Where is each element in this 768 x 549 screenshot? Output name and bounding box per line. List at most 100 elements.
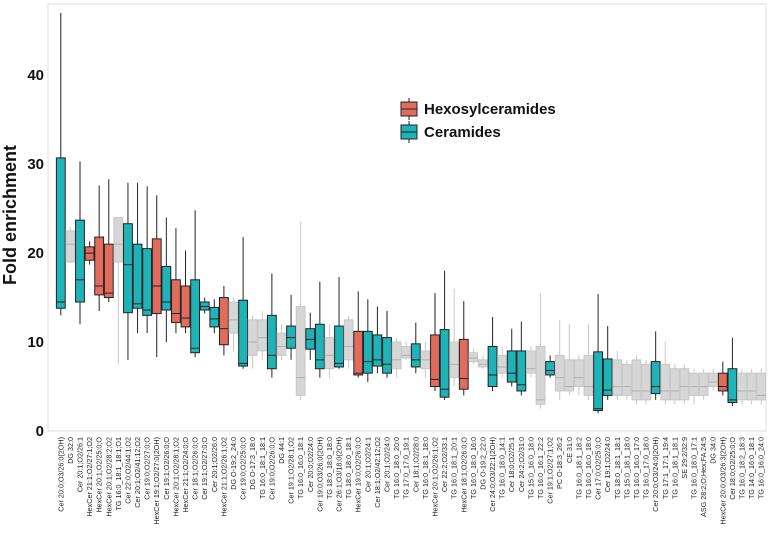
box-iqr — [535, 345, 546, 405]
box-iqr — [737, 372, 747, 401]
y-tick-label: 30 — [27, 156, 44, 173]
x-tick-label: HexCer 20:1;O2/28:1;O2 — [171, 437, 180, 517]
x-tick-label: HexCer 20:0;O3/26:3(2OH) — [718, 437, 727, 525]
x-tick-label: DG 32:0 — [66, 437, 75, 464]
x-tick-label: Cer 26:1;O3/18:0(2OH) — [335, 437, 344, 512]
legend-item-ceramides[interactable]: Ceramides — [400, 121, 501, 143]
box-iqr — [151, 238, 162, 315]
y-tick-label: 40 — [27, 67, 44, 84]
x-tick-label: Cer 24:0;O3/22:1(2OH) — [488, 437, 497, 512]
box-other — [478, 355, 488, 369]
box-iqr — [545, 361, 556, 376]
box-cer — [75, 161, 85, 325]
box-cer — [439, 270, 450, 400]
box-other — [324, 324, 335, 378]
y-axis-label: Fold enrichment — [0, 145, 20, 285]
box-cer — [55, 12, 66, 316]
x-tick-label: TG 16:0_18:2_18:3 — [738, 437, 747, 499]
x-tick-label: TG 16:0_18:1_18:1 — [258, 437, 267, 499]
box-hex — [103, 179, 114, 303]
x-tick-label: TG 18:0_18:1_18:1 — [613, 437, 622, 499]
x-tick-label: TG 15:0_16:0_18:0 — [526, 437, 535, 499]
box-iqr — [218, 297, 229, 346]
x-tick-label: TG 14:0_16:0_18:1 — [747, 437, 756, 499]
box-cer — [516, 321, 527, 396]
box-iqr — [391, 341, 402, 370]
box-iqr — [190, 279, 201, 354]
box-iqr — [679, 368, 690, 401]
box-iqr — [132, 243, 143, 309]
box-iqr — [228, 301, 239, 334]
box-cer — [602, 326, 613, 400]
x-tick-label: HexCer 19:0;O2/26:0;O — [354, 437, 363, 513]
box-iqr — [430, 334, 440, 388]
box-cer — [190, 210, 201, 358]
box-cer — [199, 297, 210, 314]
x-tick-label: TG 16:0_18:1_18:0 — [421, 437, 430, 499]
x-tick-label: Cer 20:1;O2/26:0 — [210, 437, 219, 492]
box-cer — [161, 217, 172, 343]
box-iqr — [362, 330, 373, 374]
legend[interactable]: Hexosylceramides Ceramides — [400, 98, 556, 143]
x-tick-label: HexCer 20:1;O2/26:1;O2 — [430, 437, 439, 517]
box-iqr — [506, 350, 517, 383]
box-iqr — [602, 358, 613, 396]
box-other — [679, 364, 690, 405]
box-other — [228, 297, 239, 351]
x-tick-label: TG 16:0_18:1_18:1;O1 — [114, 437, 123, 511]
box-iqr — [756, 372, 767, 401]
box-other — [497, 346, 508, 378]
box-cer — [209, 299, 220, 334]
x-tick-label: Cer 20:1;O2/24:0 — [383, 437, 392, 492]
x-tick-label: TG 16:0_18:1_20:1 — [450, 437, 459, 499]
box-iqr — [103, 243, 114, 299]
box-other — [631, 355, 642, 405]
box-iqr — [180, 285, 191, 328]
box-other — [468, 348, 479, 365]
box-hex — [458, 301, 469, 396]
box-cer — [286, 294, 296, 360]
x-tick-label: HexCer 18:1;O2/26:0;O — [459, 437, 468, 513]
box-iqr — [55, 157, 66, 309]
box-cer — [506, 328, 517, 387]
box-other — [535, 293, 546, 409]
box-series — [55, 12, 767, 414]
legend-item-hexosylceramides[interactable]: Hexosylceramides — [400, 98, 556, 120]
box-iqr — [142, 248, 153, 316]
box-cer — [487, 317, 498, 391]
box-other — [573, 355, 584, 396]
x-tick-label: Cer 22:0;O2/44:1;O2 — [123, 437, 132, 504]
box-iqr — [468, 352, 479, 363]
x-tick-label: TG 16:0_18:1_18:1 — [670, 437, 679, 499]
box-other — [746, 368, 757, 405]
box-hex — [353, 291, 364, 378]
x-tick-label: Cer 24:2;O2/31:0 — [517, 437, 526, 492]
y-tick-label: 10 — [27, 334, 44, 351]
box-iqr — [650, 361, 661, 395]
box-iqr — [612, 359, 623, 396]
box-iqr — [343, 319, 354, 361]
box-hex — [94, 185, 105, 311]
box-iqr — [372, 334, 383, 367]
box-other — [737, 368, 747, 405]
y-tick-label: 20 — [27, 245, 44, 262]
box-hex — [218, 285, 229, 356]
box-iqr — [593, 351, 604, 412]
box-other — [621, 359, 632, 400]
box-other — [449, 288, 460, 387]
x-tick-label: TG 18:0_18:0_18:1 — [344, 437, 353, 499]
box-iqr — [708, 372, 719, 388]
box-other — [612, 350, 623, 400]
box-other — [708, 368, 719, 391]
x-tick-label: Cer 18:1;O2/26:0;O — [191, 437, 200, 500]
legend-label-hexosylceramides: Hexosylceramides — [424, 101, 556, 118]
x-tick-label: HexCer 21:1;O2/26:1;O2 — [219, 437, 228, 517]
box-iqr — [75, 219, 85, 303]
x-tick-label: HexCer 20:1;O2/25:0;O — [95, 437, 104, 513]
box-iqr — [660, 363, 671, 401]
box-cer — [372, 306, 383, 374]
box-hex — [180, 250, 191, 334]
box-iqr — [257, 319, 268, 352]
box-iqr — [171, 279, 181, 323]
x-tick-label: Cer 19:1;O2/27:1;O2 — [546, 437, 555, 504]
